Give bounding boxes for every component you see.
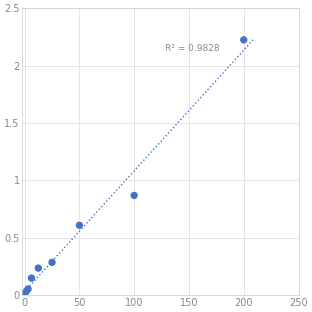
Point: [77, 223, 82, 228]
Point: [29, 275, 34, 280]
Point: [24, 289, 29, 294]
Point: [241, 37, 246, 42]
Point: [132, 193, 137, 198]
Point: [22, 291, 27, 296]
Text: R² = 0.9828: R² = 0.9828: [165, 44, 219, 53]
Point: [50, 260, 55, 265]
Point: [26, 286, 31, 291]
Point: [36, 266, 41, 271]
